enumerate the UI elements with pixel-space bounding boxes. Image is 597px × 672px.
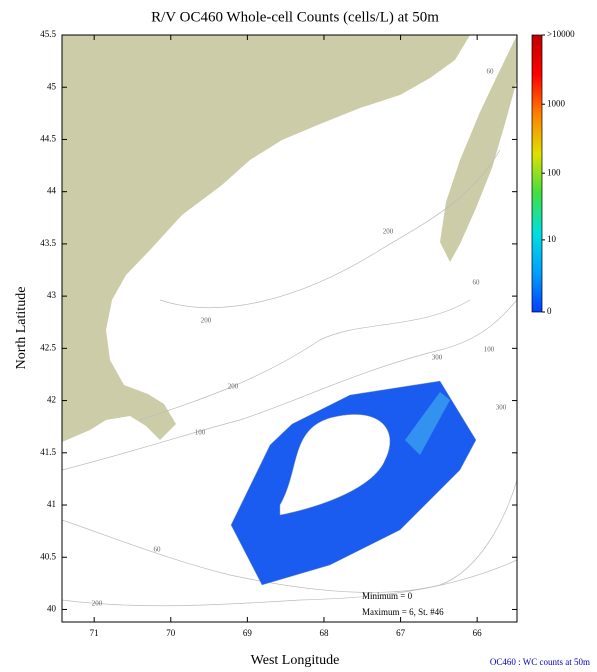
- chart-title: R/V OC460 Whole-cell Counts (cells/L) at…: [151, 9, 439, 25]
- colorbar-tick-label: 10: [547, 234, 557, 244]
- land: [440, 35, 517, 262]
- y-tick-label: 42: [47, 395, 56, 405]
- contour-label: 200: [201, 317, 212, 325]
- contour-label: 200: [228, 383, 239, 391]
- y-tick-label: 41: [47, 499, 56, 509]
- x-tick-label: 69: [243, 628, 253, 638]
- x-tick-label: 67: [396, 628, 406, 638]
- contour-label: 300: [432, 354, 443, 362]
- plot-frame: [61, 34, 518, 623]
- y-axis-label: North Latitude: [14, 287, 29, 370]
- colorbar-tick-label: 0: [547, 306, 552, 316]
- y-tick-label: 40: [47, 604, 57, 614]
- colorbar-tick-label: 1000: [547, 98, 566, 108]
- x-tick-label: 66: [473, 628, 483, 638]
- y-tick-label: 42.5: [40, 342, 56, 352]
- x-axis-label: West Longitude: [251, 653, 340, 668]
- contour-label: 300: [496, 404, 507, 412]
- y-tick-label: 45.5: [40, 29, 56, 39]
- annotation: Maximum = 6, St. #46: [362, 607, 444, 617]
- x-tick-label: 70: [166, 628, 176, 638]
- contour-label: 60: [487, 68, 495, 76]
- x-tick-label: 71: [90, 628, 99, 638]
- y-tick-label: 40.5: [40, 551, 56, 561]
- contour-label: 200: [383, 228, 394, 236]
- y-tick-label: 44.5: [40, 134, 56, 144]
- contour-label: 60: [473, 279, 481, 287]
- colorbar-tick-label: 100: [547, 167, 561, 177]
- y-tick-label: 41.5: [40, 447, 56, 457]
- land: [62, 35, 470, 442]
- colorbar-tick-label: >10000: [547, 29, 575, 39]
- map-area: [62, 35, 517, 607]
- annotation: Minimum = 0: [362, 591, 413, 601]
- y-tick-label: 44: [47, 186, 57, 196]
- y-tick-label: 45: [47, 81, 57, 91]
- contour-label: 100: [195, 429, 206, 437]
- colorbar: [531, 34, 543, 313]
- y-tick-label: 43: [47, 290, 57, 300]
- footer: OC460 : WC counts at 50m: [490, 657, 590, 667]
- bathymetry: [62, 149, 517, 607]
- x-tick-label: 68: [319, 628, 329, 638]
- contour-label: 200: [92, 600, 103, 608]
- contour-label: 60: [154, 546, 162, 554]
- higher-count-patch: [405, 392, 450, 455]
- contour-label: 100: [484, 346, 495, 354]
- y-tick-label: 43.5: [40, 238, 56, 248]
